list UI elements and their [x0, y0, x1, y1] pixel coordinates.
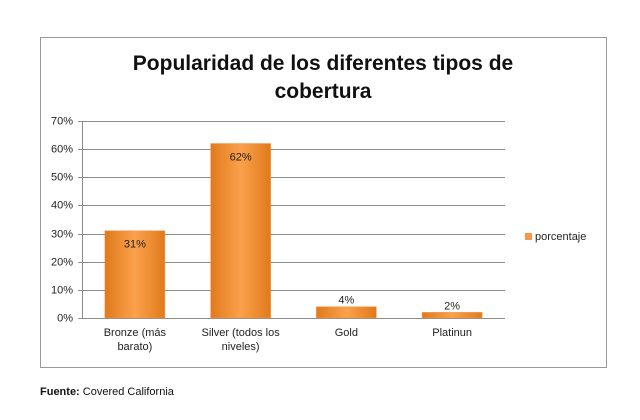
data-label: 4%	[338, 295, 354, 307]
y-tick-label: 0%	[57, 312, 73, 324]
x-tick-label: Platinun	[432, 327, 472, 339]
legend-label: porcentaje	[535, 231, 586, 243]
y-tick-label: 60%	[51, 143, 73, 155]
data-label: 31%	[124, 239, 146, 251]
bar	[210, 143, 271, 319]
legend-swatch	[525, 233, 532, 240]
data-label: 2%	[444, 300, 460, 312]
y-tick-label: 70%	[51, 115, 73, 127]
data-label: 62%	[230, 151, 252, 163]
y-tick-label: 50%	[51, 171, 73, 183]
chart-title: Popularidad de los diferentes tipos de c…	[132, 52, 514, 103]
y-tick-label: 20%	[51, 256, 73, 268]
source: Fuente: Covered California	[40, 386, 174, 398]
x-tick-label: Gold	[334, 327, 358, 339]
bar	[421, 312, 483, 319]
x-tick-label: Silver (todos los niveles)	[201, 327, 280, 353]
bar	[104, 230, 166, 319]
bar	[316, 306, 377, 319]
y-tick-label: 10%	[51, 284, 73, 296]
y-tick-label: 40%	[51, 199, 73, 211]
y-tick-label: 30%	[51, 228, 73, 240]
source-label: Fuente:	[40, 386, 80, 398]
source-text: Covered California	[82, 386, 174, 398]
x-tick-label: Bronze (más barato)	[103, 327, 167, 353]
